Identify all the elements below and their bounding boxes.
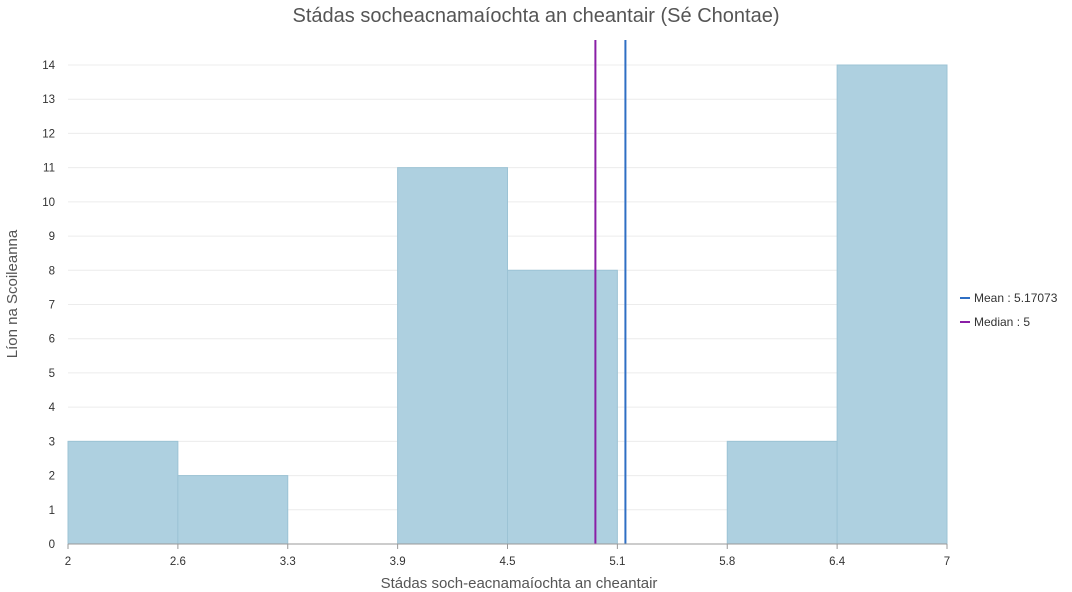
y-tick-label: 2 — [49, 471, 55, 483]
y-tick-label: 13 — [42, 94, 55, 106]
chart-title: Stádas socheacnamaíochta an cheantair (S… — [293, 5, 780, 27]
x-tick-label: 5.1 — [609, 556, 625, 568]
y-tick-label: 9 — [49, 231, 55, 243]
y-tick-label: 1 — [49, 505, 55, 517]
x-tick-label: 7 — [944, 556, 950, 568]
y-tick-label: 6 — [49, 334, 55, 346]
histogram-bar — [726, 440, 838, 545]
reference-lines — [594, 40, 627, 544]
legend-label: Mean : 5.17073 — [974, 291, 1058, 305]
x-tick-label: 3.3 — [280, 556, 296, 568]
histogram-bar — [507, 269, 618, 545]
histogram-bar — [177, 475, 289, 545]
y-tick-label: 11 — [43, 163, 55, 175]
x-tick-label: 4.5 — [500, 556, 516, 568]
y-tick-label: 12 — [42, 128, 55, 140]
histogram-bar — [67, 440, 179, 545]
legend: Mean : 5.17073 Median : 5 — [960, 291, 1058, 329]
histogram-bar — [836, 64, 948, 545]
y-tick-label: 4 — [49, 402, 56, 414]
y-tick-label: 14 — [42, 60, 55, 72]
x-tick-label: 5.8 — [719, 556, 735, 568]
y-tick-label: 3 — [49, 436, 55, 448]
x-axis-title: Stádas soch-eacnamaíochta an cheantair — [381, 575, 658, 592]
y-tick-label: 7 — [49, 300, 55, 312]
x-tick-label: 2 — [65, 556, 71, 568]
x-tick-label: 6.4 — [829, 556, 846, 568]
legend-label: Median : 5 — [974, 315, 1030, 329]
y-axis-title: Líon na Scoileanna — [4, 229, 21, 358]
x-tick-label: 2.6 — [170, 556, 186, 568]
x-tick-label: 3.9 — [390, 556, 406, 568]
y-tick-label: 8 — [49, 265, 55, 277]
y-tick-label: 10 — [42, 197, 55, 209]
histogram-bars — [67, 64, 948, 545]
y-tick-label: 5 — [49, 368, 55, 380]
y-tick-label: 0 — [49, 539, 55, 551]
histogram-bar — [397, 167, 508, 545]
